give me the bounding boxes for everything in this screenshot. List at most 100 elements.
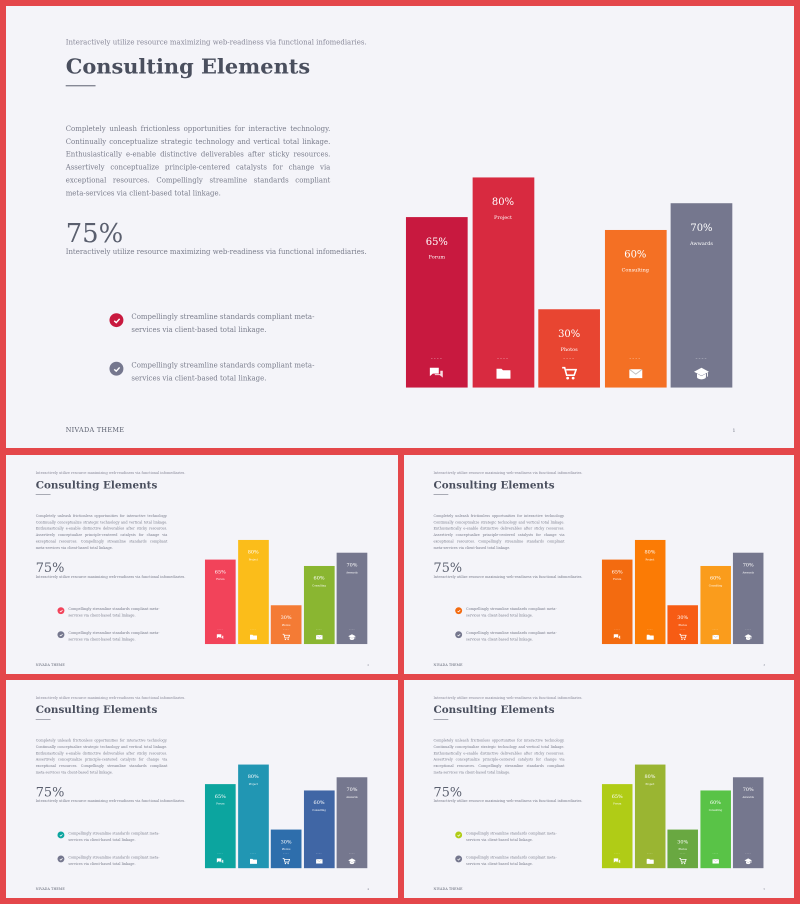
slide-title: Consulting Elements [35, 478, 158, 491]
check-item-text: Compellingly streamline standards compli… [466, 831, 557, 842]
bar-divider: ---- [250, 627, 257, 632]
slide-content: Interactively utilize resource maximizin… [6, 6, 794, 448]
page-number: 4 [367, 888, 369, 892]
mail-icon [700, 857, 731, 865]
chart-bar-forum: 65% Forum ---- [204, 559, 236, 645]
slide-body-text: Completely unleash frictionless opportun… [35, 738, 168, 775]
page-number: 1 [732, 428, 736, 435]
bar-category-label: Awwards [346, 796, 358, 800]
chart-bar-forum: 65% Forum ---- [601, 783, 633, 869]
footer-brand: NIVADA THEME [35, 887, 65, 892]
chat-icon [602, 633, 633, 641]
bar-value-label: 70% [742, 562, 754, 569]
bar-value-label: 70% [346, 562, 358, 569]
chart-bar-consulting: 60% Consulting ---- [604, 229, 667, 388]
chart-bar-consulting: 60% Consulting ---- [303, 790, 335, 869]
mail-icon [304, 633, 335, 641]
big-stat-caption: Interactively utilize resource maximizin… [65, 247, 367, 256]
page-number: 2 [367, 664, 369, 668]
check-item-text: Compellingly streamline standards compli… [466, 607, 557, 618]
slide[interactable]: Interactively utilize resource maximizin… [6, 455, 398, 674]
slide-title: Consulting Elements [433, 703, 555, 716]
bar-divider: ---- [348, 852, 355, 856]
bar-category-label: Awwards [346, 571, 358, 575]
bar-divider: ---- [695, 354, 708, 362]
chart-bar-project: 80% Project ---- [472, 177, 534, 388]
bar-divider: ---- [712, 627, 719, 632]
slide-title: Consulting Elements [35, 703, 158, 716]
slide-tagline: Interactively utilize resource maximizin… [433, 696, 583, 701]
folder-icon [238, 857, 269, 865]
chat-icon [406, 366, 468, 382]
bar-value-label: 65% [425, 236, 448, 248]
check-item-text: Compellingly streamline standards compli… [466, 855, 557, 866]
bar-divider: ---- [563, 354, 576, 362]
check-item-text: Compellingly streamline standards compli… [68, 831, 160, 842]
bar-value-label: 30% [677, 614, 689, 621]
chart-bar-photos: 30% Photos ---- [270, 829, 302, 869]
bar-category-label: Forum [216, 578, 225, 582]
slide-content: Interactively utilize resource maximizin… [6, 680, 398, 898]
cart-icon [667, 857, 698, 865]
slide[interactable]: Interactively utilize resource maximizin… [6, 680, 398, 898]
check-circle-icon [455, 855, 463, 863]
bar-divider: ---- [646, 627, 653, 632]
bar-category-label: Awwards [742, 571, 754, 575]
bar-value-label: 30% [280, 614, 292, 621]
slide[interactable]: Interactively utilize resource maximizin… [404, 680, 794, 898]
check-circle-icon [57, 631, 65, 639]
cart-icon [271, 633, 302, 641]
bar-category-label: Consulting [621, 267, 649, 274]
bar-divider: ---- [283, 852, 290, 856]
footer-brand: NIVADA THEME [433, 663, 463, 668]
slide[interactable]: Interactively utilize resource maximizin… [404, 455, 794, 674]
bar-value-label: 30% [558, 328, 581, 340]
bar-divider: ---- [679, 852, 686, 856]
big-stat: 75% [433, 560, 463, 576]
bar-chart: 65% Forum ---- 80% Project ---- 30% Photos ---- 6… [601, 504, 768, 645]
slide-tagline: Interactively utilize resource maximizin… [433, 471, 583, 476]
cart-icon [271, 857, 302, 865]
chart-bar-consulting: 60% Consulting ---- [303, 565, 335, 645]
mail-icon [604, 366, 666, 382]
bar-category-label: Photos [281, 623, 291, 627]
bar-category-label: Project [248, 558, 258, 562]
bar-value-label: 70% [690, 223, 713, 235]
check-circle-icon [455, 631, 463, 639]
bar-value-label: 80% [247, 774, 259, 780]
check-item-text: Compellingly streamline standards compli… [68, 631, 160, 642]
bar-value-label: 70% [742, 787, 754, 793]
slide-body-text: Completely unleash frictionless opportun… [433, 513, 565, 550]
bar-value-label: 60% [709, 800, 721, 806]
graduation-cap-icon [733, 857, 764, 865]
bar-value-label: 65% [214, 569, 226, 575]
bar-category-label: Project [248, 783, 258, 787]
slide-title: Consulting Elements [65, 53, 311, 79]
big-stat: 75% [433, 785, 463, 800]
slide-tagline: Interactively utilize resource maximizin… [35, 471, 186, 476]
bar-category-label: Project [493, 215, 512, 222]
slide[interactable]: Interactively utilize resource maximizin… [6, 6, 794, 448]
bar-divider: ---- [679, 627, 686, 632]
chart-bar-photos: 30% Photos ---- [667, 829, 698, 869]
chart-bar-consulting: 60% Consulting ---- [700, 565, 731, 645]
bar-value-label: 30% [677, 839, 689, 845]
chart-bar-project: 80% Project ---- [634, 539, 666, 645]
bar-category-label: Photos [560, 346, 578, 353]
bar-category-label: Consulting [312, 584, 326, 588]
bar-value-label: 60% [313, 575, 325, 582]
check-item-text: Compellingly streamline standards compli… [466, 631, 557, 642]
bar-category-label: Consulting [708, 809, 723, 812]
graduation-cap-icon [671, 366, 733, 382]
folder-icon [635, 633, 666, 641]
chart-bar-forum: 65% Forum ---- [405, 216, 468, 388]
footer-brand: NIVADA THEME [35, 663, 65, 668]
graduation-cap-icon [337, 633, 368, 641]
bar-value-label: 60% [313, 800, 325, 806]
bar-divider: ---- [496, 354, 509, 362]
chart-bar-photos: 30% Photos ---- [538, 308, 600, 388]
big-stat: 75% [35, 560, 65, 576]
check-item-text: Compellingly streamline standards compli… [131, 361, 315, 383]
bar-value-label: 65% [611, 569, 623, 575]
bar-category-label: Awwards [742, 796, 754, 800]
